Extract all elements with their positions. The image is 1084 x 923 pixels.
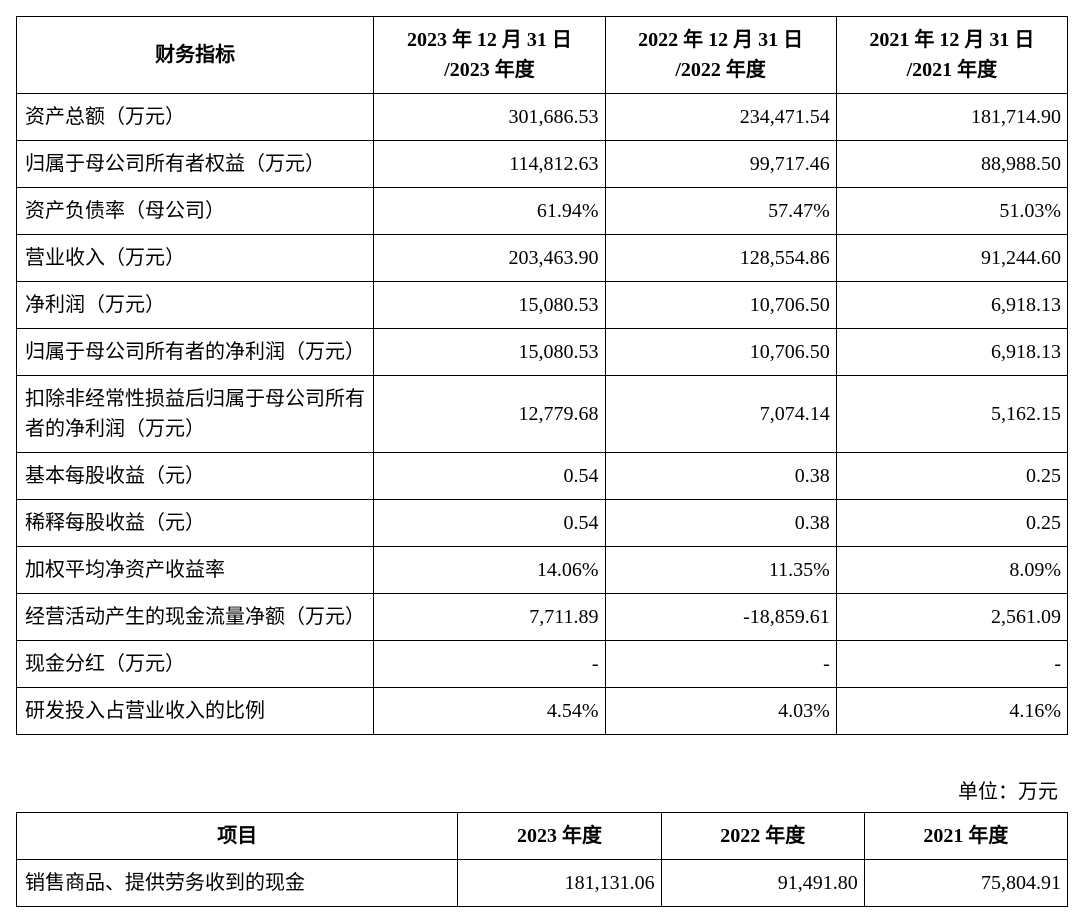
row-value: -	[605, 641, 836, 688]
row-value: -	[374, 641, 605, 688]
row-value: 0.54	[374, 500, 605, 547]
header-2021: 2021 年 12 月 31 日 /2021 年度	[836, 17, 1067, 94]
header-2023-line1: 2023 年 12 月 31 日	[380, 25, 598, 55]
row-value: 8.09%	[836, 547, 1067, 594]
table-row: 营业收入（万元）203,463.90128,554.8691,244.60	[17, 235, 1068, 282]
header-item: 项目	[17, 813, 458, 860]
table-row: 研发投入占营业收入的比例4.54%4.03%4.16%	[17, 688, 1068, 735]
table-row: 资产总额（万元）301,686.53234,471.54181,714.90	[17, 94, 1068, 141]
row-label: 归属于母公司所有者的净利润（万元）	[17, 329, 374, 376]
row-value: 0.38	[605, 500, 836, 547]
row-value: 2,561.09	[836, 594, 1067, 641]
row-value: 6,918.13	[836, 329, 1067, 376]
header-2021-line1: 2021 年 12 月 31 日	[843, 25, 1061, 55]
row-value: 14.06%	[374, 547, 605, 594]
table-row: 稀释每股收益（元）0.540.380.25	[17, 500, 1068, 547]
row-value: 234,471.54	[605, 94, 836, 141]
row-value: 128,554.86	[605, 235, 836, 282]
row-value: 57.47%	[605, 188, 836, 235]
row-value: 4.16%	[836, 688, 1067, 735]
header-2021-line2: /2021 年度	[843, 55, 1061, 85]
row-label: 研发投入占营业收入的比例	[17, 688, 374, 735]
row-label: 基本每股收益（元）	[17, 453, 374, 500]
row-value: 0.54	[374, 453, 605, 500]
row-label: 归属于母公司所有者权益（万元）	[17, 141, 374, 188]
table-row: 净利润（万元）15,080.5310,706.506,918.13	[17, 282, 1068, 329]
header-2022-line1: 2022 年 12 月 31 日	[612, 25, 830, 55]
header-2022-line2: /2022 年度	[612, 55, 830, 85]
row-label: 现金分红（万元）	[17, 641, 374, 688]
row-label: 资产总额（万元）	[17, 94, 374, 141]
header-2023: 2023 年 12 月 31 日 /2023 年度	[374, 17, 605, 94]
cash-flow-table: 项目 2023 年度 2022 年度 2021 年度 销售商品、提供劳务收到的现…	[16, 812, 1068, 907]
row-value: 0.25	[836, 453, 1067, 500]
row-value: -18,859.61	[605, 594, 836, 641]
row-value: 0.25	[836, 500, 1067, 547]
row-label: 经营活动产生的现金流量净额（万元）	[17, 594, 374, 641]
table1-body: 资产总额（万元）301,686.53234,471.54181,714.90归属…	[17, 94, 1068, 735]
row-label: 稀释每股收益（元）	[17, 500, 374, 547]
row-value: 61.94%	[374, 188, 605, 235]
table-row: 加权平均净资产收益率14.06%11.35%8.09%	[17, 547, 1068, 594]
header-2022: 2022 年 12 月 31 日 /2022 年度	[605, 17, 836, 94]
row-label: 销售商品、提供劳务收到的现金	[17, 860, 458, 907]
table-row: 基本每股收益（元）0.540.380.25	[17, 453, 1068, 500]
table-row: 销售商品、提供劳务收到的现金181,131.0691,491.8075,804.…	[17, 860, 1068, 907]
row-value: 12,779.68	[374, 376, 605, 453]
row-value: 11.35%	[605, 547, 836, 594]
row-value: 0.38	[605, 453, 836, 500]
row-value: 181,714.90	[836, 94, 1067, 141]
row-value: 75,804.91	[864, 860, 1067, 907]
header-indicator: 财务指标	[17, 17, 374, 94]
row-label: 净利润（万元）	[17, 282, 374, 329]
row-label: 扣除非经常性损益后归属于母公司所有者的净利润（万元）	[17, 376, 374, 453]
table-row: 现金分红（万元）---	[17, 641, 1068, 688]
row-value: 99,717.46	[605, 141, 836, 188]
row-value: 5,162.15	[836, 376, 1067, 453]
row-value: 301,686.53	[374, 94, 605, 141]
table-row: 扣除非经常性损益后归属于母公司所有者的净利润（万元）12,779.687,074…	[17, 376, 1068, 453]
header2-2023: 2023 年度	[458, 813, 661, 860]
row-value: 15,080.53	[374, 329, 605, 376]
row-value: 10,706.50	[605, 282, 836, 329]
row-value: 6,918.13	[836, 282, 1067, 329]
row-value: 91,244.60	[836, 235, 1067, 282]
row-value: 15,080.53	[374, 282, 605, 329]
row-value: -	[836, 641, 1067, 688]
header2-2021: 2021 年度	[864, 813, 1067, 860]
row-label: 资产负债率（母公司）	[17, 188, 374, 235]
table-header-row: 财务指标 2023 年 12 月 31 日 /2023 年度 2022 年 12…	[17, 17, 1068, 94]
table2-header-row: 项目 2023 年度 2022 年度 2021 年度	[17, 813, 1068, 860]
unit-label: 单位：万元	[16, 775, 1068, 804]
row-value: 88,988.50	[836, 141, 1067, 188]
financial-indicators-table: 财务指标 2023 年 12 月 31 日 /2023 年度 2022 年 12…	[16, 16, 1068, 735]
row-value: 91,491.80	[661, 860, 864, 907]
row-value: 4.54%	[374, 688, 605, 735]
header-2023-line2: /2023 年度	[380, 55, 598, 85]
row-value: 181,131.06	[458, 860, 661, 907]
table-row: 归属于母公司所有者的净利润（万元）15,080.5310,706.506,918…	[17, 329, 1068, 376]
row-value: 51.03%	[836, 188, 1067, 235]
row-value: 114,812.63	[374, 141, 605, 188]
row-value: 7,074.14	[605, 376, 836, 453]
table-row: 经营活动产生的现金流量净额（万元）7,711.89-18,859.612,561…	[17, 594, 1068, 641]
table2-body: 销售商品、提供劳务收到的现金181,131.0691,491.8075,804.…	[17, 860, 1068, 907]
table-row: 归属于母公司所有者权益（万元）114,812.6399,717.4688,988…	[17, 141, 1068, 188]
row-label: 加权平均净资产收益率	[17, 547, 374, 594]
table-row: 资产负债率（母公司）61.94%57.47%51.03%	[17, 188, 1068, 235]
row-value: 4.03%	[605, 688, 836, 735]
header2-2022: 2022 年度	[661, 813, 864, 860]
row-label: 营业收入（万元）	[17, 235, 374, 282]
row-value: 203,463.90	[374, 235, 605, 282]
row-value: 7,711.89	[374, 594, 605, 641]
row-value: 10,706.50	[605, 329, 836, 376]
